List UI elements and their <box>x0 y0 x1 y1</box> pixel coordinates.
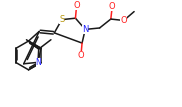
Text: O: O <box>78 51 84 60</box>
Text: N: N <box>82 25 88 34</box>
Text: N: N <box>36 58 41 67</box>
Text: S: S <box>59 15 64 24</box>
Text: O: O <box>120 16 127 25</box>
Text: O: O <box>109 2 116 11</box>
Text: O: O <box>73 1 80 10</box>
